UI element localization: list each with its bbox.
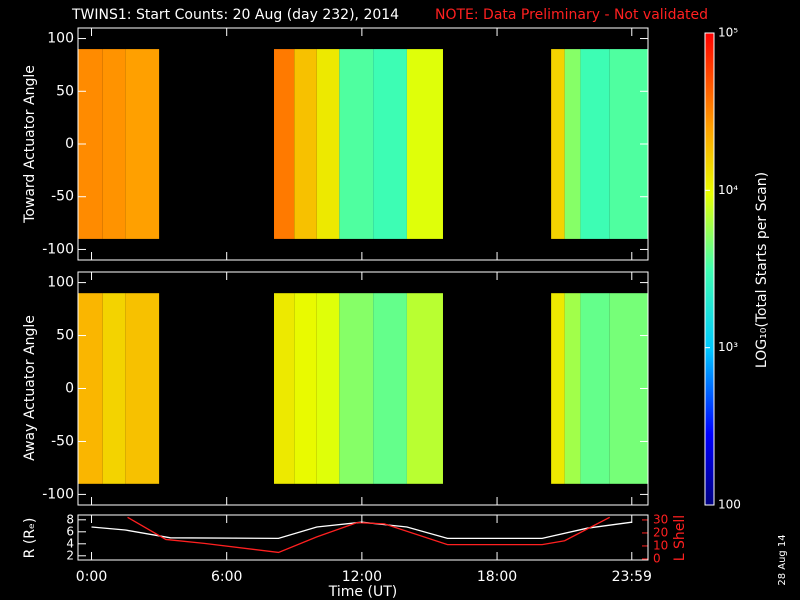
note: NOTE: Data Preliminary - Not validated [435,7,708,23]
heat-cell [564,293,581,484]
heat-cell [294,293,317,484]
heat-cell [125,293,160,484]
y-tick-label: -50 [51,433,74,449]
y2-tick-label: 0 [653,551,661,565]
x-label: Time (UT) [328,584,397,600]
date-stamp: 28 Aug 14 [777,534,788,585]
y2-label: L Shell [672,515,688,561]
line [127,516,610,554]
heat-cell [580,293,610,484]
colorbar-tick-label: 100 [718,498,741,512]
y-tick-label: 8 [66,512,74,526]
x-tick-label: 23:59 [612,569,652,585]
y-tick-label: 0 [65,136,74,152]
heat-cell [102,293,126,484]
heat-cell [316,49,340,239]
heat-cell [294,49,317,239]
line [91,521,632,540]
colorbar-tick-label: 10³ [718,340,738,354]
y-tick-label: 100 [47,275,74,291]
heat-cell [406,49,443,239]
y2-tick-label: 30 [653,512,668,526]
heat-cell [373,293,407,484]
heat-cell [316,293,340,484]
heat-cell [339,49,374,239]
heat-cell [102,49,126,239]
heat-cell [551,293,565,484]
y-tick-label: -100 [42,241,74,257]
colorbar-label: LOG₁₀(Total Starts per Scan) [754,172,770,368]
y2-tick-label: 20 [653,525,668,539]
heat-cell [274,49,295,239]
heat-cell [580,49,610,239]
chart-title: TWINS1: Start Counts: 20 Aug (day 232), … [71,7,399,23]
plot-frame [77,514,649,561]
y-tick-label: 50 [56,328,74,344]
heat-cell [551,49,565,239]
colorbar-tick-label: 10⁴ [718,183,738,197]
y-tick-label: 100 [47,31,74,47]
y-tick-label: 0 [65,381,74,397]
x-tick-label: 0:00 [76,569,107,585]
x-tick-label: 18:00 [477,569,517,585]
y-tick-label: 2 [66,548,74,562]
colorbar-tick-label: 10⁵ [718,26,738,40]
heat-cell [125,49,160,239]
x-tick-label: 12:00 [342,569,382,585]
y2-tick-label: 10 [653,538,668,552]
heat-cell [564,49,581,239]
heat-cell [274,293,295,484]
y-tick-label: -50 [51,189,74,205]
x-tick-label: 6:00 [211,569,242,585]
heat-cell [339,293,374,484]
y-label: R (Rₑ) [22,518,38,559]
y-tick-label: 4 [66,536,74,550]
y-tick-label: 50 [56,83,74,99]
y-tick-label: 6 [66,524,74,538]
y-tick-label: -100 [42,486,74,502]
heat-cell [373,49,407,239]
colorbar [704,32,715,506]
y-label: Away Actuator Angle [22,315,38,461]
y-label: Toward Actuator Angle [22,65,38,224]
heat-cell [406,293,443,484]
